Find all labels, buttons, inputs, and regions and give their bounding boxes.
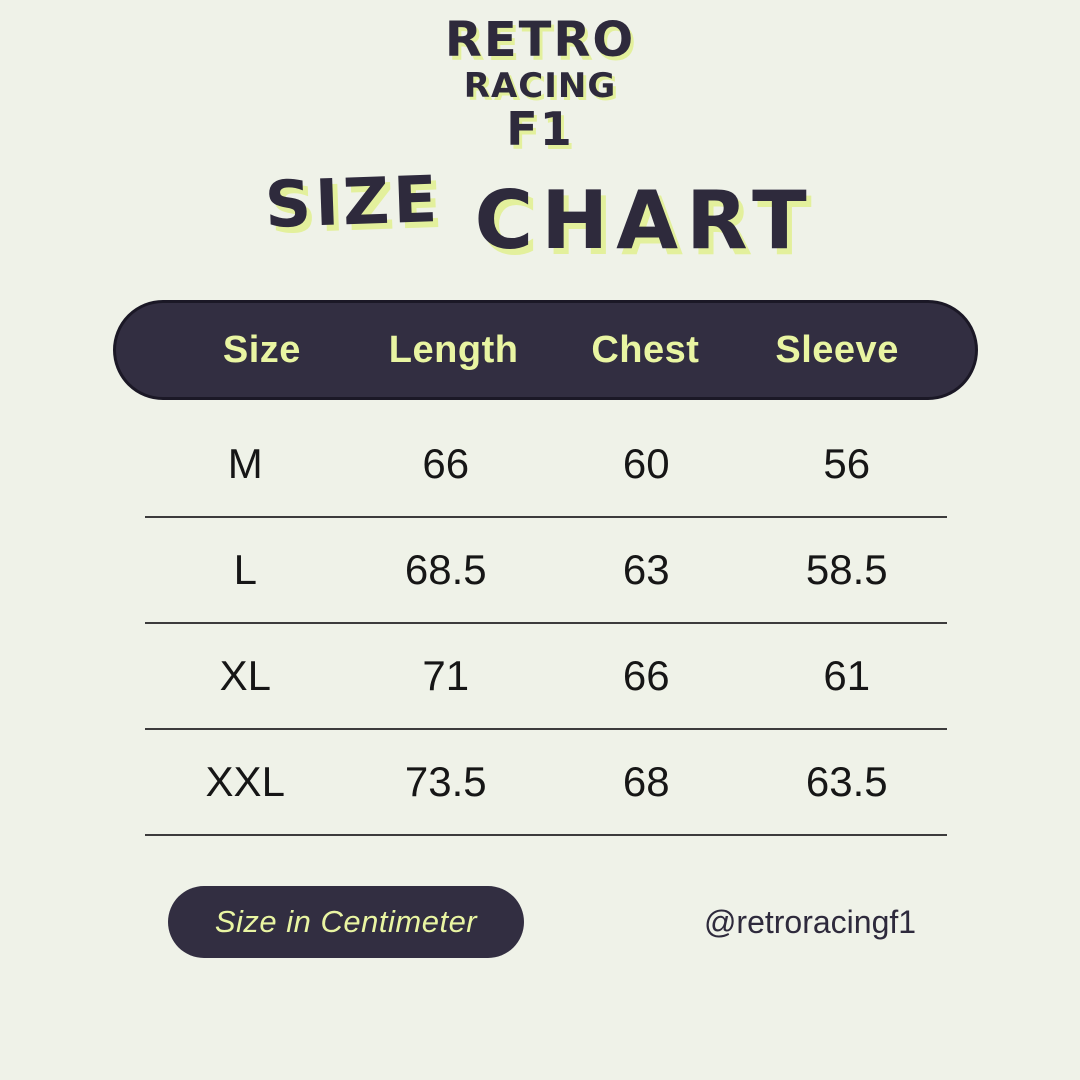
brand-logo: RETRO RACING F1: [0, 16, 1080, 153]
column-header-chest: Chest: [591, 328, 700, 371]
cell-length: 68.5: [404, 546, 487, 593]
size-table-body: M 66 60 56 L 68.5 63 58.5 XL 71 66 61 XX…: [145, 412, 947, 836]
cell-sleeve: 61: [823, 652, 871, 699]
table-row: XXL 73.5 68 63.5: [145, 730, 947, 836]
column-header-size: Size: [222, 328, 301, 371]
cell-chest: 66: [622, 652, 670, 699]
column-header-sleeve: Sleeve: [775, 328, 899, 371]
table-row: XL 71 66 61: [145, 624, 947, 730]
title-word-size: SIZE: [264, 162, 443, 244]
cell-chest: 68: [622, 758, 670, 805]
social-handle: @retroracingf1: [703, 903, 917, 940]
cell-length: 66: [422, 440, 470, 487]
cell-size: M: [227, 440, 263, 487]
unit-badge-label: Size in Centimeter: [214, 904, 478, 939]
column-header-length: Length: [388, 328, 519, 371]
cell-length: 73.5: [404, 758, 487, 805]
cell-chest: 63: [622, 546, 670, 593]
brand-line-f1: F1: [506, 101, 574, 156]
cell-chest: 60: [622, 440, 670, 487]
table-row: L 68.5 63 58.5: [145, 518, 947, 624]
table-header: Size Length Chest Sleeve: [113, 300, 978, 400]
cell-sleeve: 63.5: [805, 758, 888, 805]
cell-size: XXL: [205, 758, 285, 805]
cell-length: 71: [422, 652, 470, 699]
cell-size: XL: [219, 652, 271, 699]
page-title: SIZE CHART: [0, 152, 1080, 267]
unit-badge: Size in Centimeter: [168, 886, 524, 958]
cell-sleeve: 58.5: [805, 546, 888, 593]
brand-line-racing: RACING: [463, 65, 617, 106]
cell-sleeve: 56: [823, 440, 871, 487]
title-word-chart: CHART: [474, 174, 815, 267]
cell-size: L: [233, 546, 257, 593]
table-row: M 66 60 56: [145, 412, 947, 518]
brand-line-retro: RETRO: [444, 12, 636, 68]
